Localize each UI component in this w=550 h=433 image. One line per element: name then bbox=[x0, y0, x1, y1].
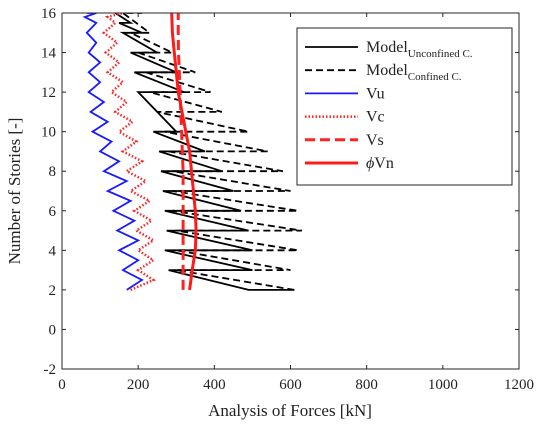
x-axis-label: Analysis of Forces [kN] bbox=[208, 401, 372, 420]
y-tick-label: -2 bbox=[44, 362, 57, 378]
y-tick-label: 10 bbox=[41, 125, 56, 141]
y-axis-label: Number of Stories [-] bbox=[5, 118, 24, 265]
y-tick-label: 4 bbox=[49, 243, 57, 259]
y-tick-label: 6 bbox=[49, 204, 57, 220]
legend: ModelUnconfined C.ModelConfined C. Vu Vc Vs… bbox=[296, 27, 513, 186]
series-layer bbox=[82, 13, 303, 292]
y-axis: -2 0 2 4 6 8 10 12 14 16 bbox=[41, 6, 519, 378]
x-tick-label: 400 bbox=[203, 377, 226, 393]
x-tick-label: 0 bbox=[58, 377, 66, 393]
series-line-4 bbox=[176, 13, 185, 290]
x-tick-label: 200 bbox=[127, 377, 150, 393]
y-tick-label: 2 bbox=[49, 283, 57, 299]
legend-box bbox=[296, 27, 513, 186]
legend-label-5: ϕVn bbox=[366, 155, 394, 172]
series-line-1 bbox=[121, 13, 303, 291]
x-tick-label: 800 bbox=[355, 377, 378, 393]
series-line-3 bbox=[101, 13, 157, 292]
x-tick-label: 1000 bbox=[428, 377, 458, 393]
legend-label-0: ModelUnconfined C. bbox=[366, 39, 473, 60]
legend-label-1: ModelConfined C. bbox=[366, 62, 462, 83]
series-line-5 bbox=[170, 13, 198, 291]
legend-label-3: Vc bbox=[366, 109, 385, 126]
y-tick-label: 0 bbox=[49, 322, 57, 338]
legend-label-2: Vu bbox=[366, 85, 385, 102]
y-tick-label: 12 bbox=[41, 85, 56, 101]
y-tick-label: 14 bbox=[41, 46, 57, 62]
y-tick-label: 16 bbox=[41, 6, 57, 22]
series-line-2 bbox=[82, 13, 144, 291]
legend-label-4: Vs bbox=[366, 132, 384, 149]
y-tick-label: 8 bbox=[49, 164, 57, 180]
x-axis: 0 200 400 600 800 1000 1200 bbox=[58, 13, 534, 393]
x-tick-label: 1200 bbox=[504, 377, 534, 393]
x-tick-label: 600 bbox=[279, 377, 302, 393]
